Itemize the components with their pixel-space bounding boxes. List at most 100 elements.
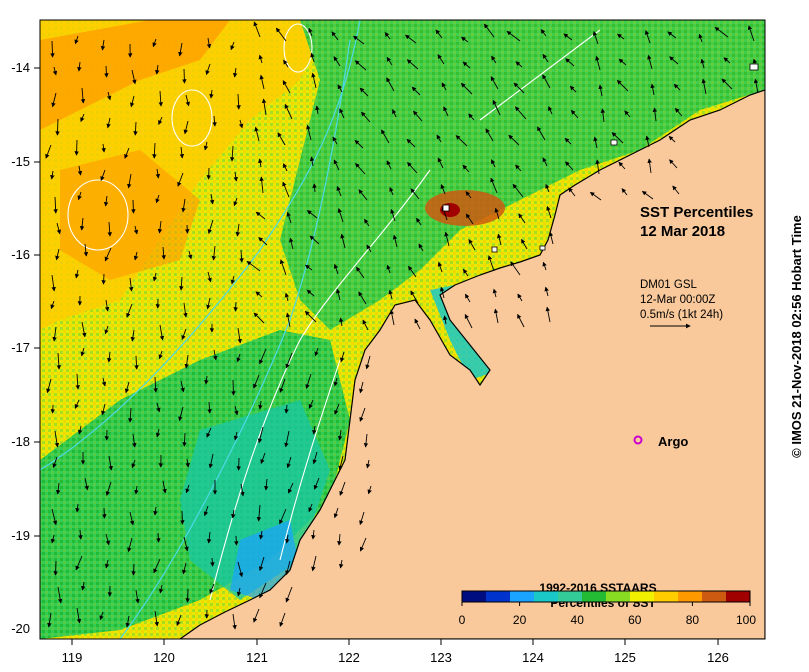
current-arrow xyxy=(304,310,317,323)
current-arrow xyxy=(333,377,338,387)
current-arrow xyxy=(104,559,110,569)
current-arrow xyxy=(508,134,520,146)
current-arrow xyxy=(517,313,525,328)
current-arrow xyxy=(701,78,707,95)
current-arrow xyxy=(100,169,106,182)
current-arrow xyxy=(359,537,367,552)
current-arrow xyxy=(308,399,314,409)
current-arrow xyxy=(365,459,371,469)
legend-tick-label: 60 xyxy=(628,613,642,627)
current-arrow xyxy=(747,25,755,42)
current-arrow xyxy=(512,183,524,198)
current-arrow xyxy=(314,347,319,357)
current-arrow xyxy=(624,110,631,118)
current-arrow xyxy=(652,107,658,122)
current-arrow xyxy=(256,504,262,522)
current-arrow xyxy=(100,39,106,51)
current-arrow xyxy=(437,54,445,65)
colorbar-swatch xyxy=(726,591,751,602)
current-arrow xyxy=(230,41,235,51)
current-arrow xyxy=(437,157,444,169)
current-arrow xyxy=(183,120,189,135)
current-arrow xyxy=(75,373,80,390)
current-arrow xyxy=(356,266,365,279)
current-arrow xyxy=(185,588,190,603)
current-arrow xyxy=(359,407,366,422)
current-arrow xyxy=(206,531,212,544)
current-arrow xyxy=(592,30,599,45)
current-arrow xyxy=(492,99,501,116)
current-arrow xyxy=(156,532,161,543)
current-arrow xyxy=(338,559,344,569)
legend-tick-label: 20 xyxy=(513,613,527,627)
current-arrow xyxy=(312,451,318,465)
current-arrow xyxy=(237,561,244,578)
current-arrow xyxy=(182,432,187,447)
current-arrow xyxy=(414,318,421,330)
current-arrow xyxy=(127,173,132,189)
colorbar-swatch xyxy=(534,591,559,602)
map-frame xyxy=(39,19,766,640)
current-arrow xyxy=(354,60,367,71)
current-arrow xyxy=(153,506,158,516)
current-arrow xyxy=(611,132,624,144)
current-arrow xyxy=(338,455,344,471)
current-arrow xyxy=(134,485,139,495)
current-arrow xyxy=(674,107,683,117)
current-arrow xyxy=(598,84,603,97)
current-arrow xyxy=(418,243,424,252)
current-arrow xyxy=(647,158,652,174)
current-arrow xyxy=(537,126,546,141)
current-arrow xyxy=(74,399,80,409)
current-arrow xyxy=(600,108,606,123)
current-arrow xyxy=(337,429,343,441)
current-arrow xyxy=(55,482,61,495)
current-arrow xyxy=(77,61,82,72)
current-arrow xyxy=(258,556,265,572)
current-arrow xyxy=(207,401,212,414)
current-arrow xyxy=(127,537,133,553)
current-arrow xyxy=(279,508,287,525)
current-arrow xyxy=(386,56,393,66)
current-arrow xyxy=(308,503,313,513)
current-arrow xyxy=(79,217,85,231)
current-arrow xyxy=(672,185,680,195)
current-arrow xyxy=(240,483,245,497)
current-arrow xyxy=(102,507,107,519)
current-arrow xyxy=(331,31,339,41)
current-arrow xyxy=(306,124,312,141)
current-arrow xyxy=(282,80,291,94)
current-arrow xyxy=(205,63,211,76)
current-arrow xyxy=(540,28,547,37)
current-arrow xyxy=(128,407,133,423)
current-arrow xyxy=(367,485,372,495)
current-arrow xyxy=(233,301,238,312)
current-arrow xyxy=(569,85,577,93)
current-arrow xyxy=(570,109,579,119)
current-arrow xyxy=(285,560,291,576)
current-arrow xyxy=(462,164,470,173)
current-arrow xyxy=(104,325,109,335)
current-arrow xyxy=(232,613,237,630)
current-arrow xyxy=(667,31,677,39)
current-arrow xyxy=(386,264,391,274)
current-arrow xyxy=(152,142,157,159)
current-arrow xyxy=(255,211,266,220)
current-arrow xyxy=(232,67,238,78)
current-arrow xyxy=(57,586,63,604)
current-arrow xyxy=(441,82,447,91)
current-arrow xyxy=(183,536,189,552)
current-arrow xyxy=(455,135,468,147)
current-arrow xyxy=(410,188,420,200)
current-arrow xyxy=(236,93,241,110)
current-arrow xyxy=(230,275,236,285)
current-arrow xyxy=(181,198,186,213)
current-arrow xyxy=(650,83,655,96)
current-arrow xyxy=(176,614,182,627)
current-arrow xyxy=(134,355,139,370)
legend-tick-label: 100 xyxy=(736,613,756,627)
current-arrow xyxy=(155,428,161,438)
current-arrow xyxy=(279,378,286,393)
current-arrow xyxy=(104,247,112,262)
